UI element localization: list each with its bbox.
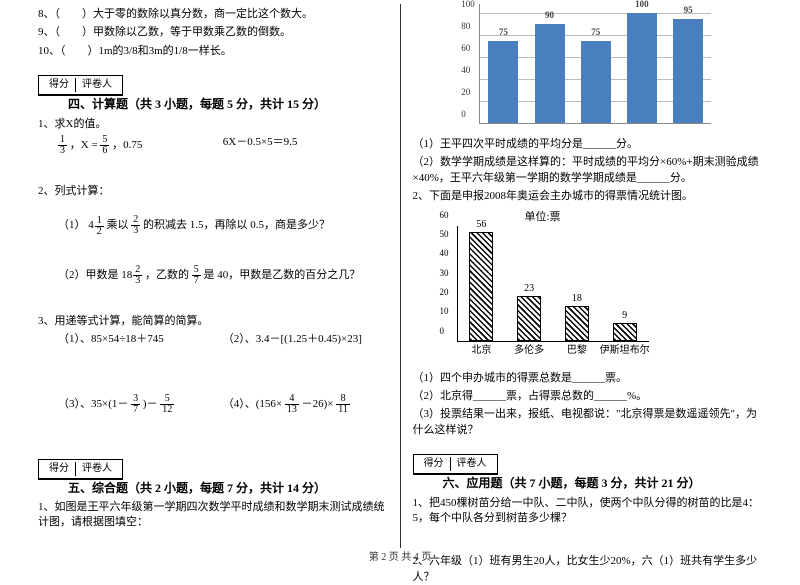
chart2-plot: 56北京23多伦多18巴黎9伊斯坦布尔 0102030405060 [457,226,649,342]
frac-1-3: 13 [58,135,67,156]
chart1-bar: 95 [673,19,703,124]
mixed-18-2-3: 1823 [121,265,142,286]
section5-title: 五、综合题（共 2 小题，每题 7 分，共计 14 分） [68,480,326,497]
s4-q3-1: （1）、85×54÷18＋745 [58,332,223,347]
frac-8-11: 811 [336,394,350,415]
s5-q2-3: （3）投票结果一出来，报纸、电视都说："北京得票是数遥遥领先"，为什么这样说？ [413,407,763,438]
chart1-bar: 90 [535,24,565,123]
bar-chart-votes: 单位:票 56北京 23多伦多 18巴黎 9伊斯坦布尔 0 10 20 30 40 50 60 [433,208,653,358]
s5-q2-2: （2）北京得______票，占得票总数的______%。 [413,389,763,404]
s4-q3-4: （4）、(156× 413 －26)× 811 [223,394,388,415]
q8: 8、（ ）大于零的数除以真分数，商一定比这个数大。 [38,7,388,22]
s5-q2: 2、下面是申报2008年奥运会主办城市的得票情况统计图。 [413,189,763,204]
s4-q3-3: （3）、35×(1－ 37 )－ 512 [58,394,223,415]
section5-header: 得分评卷人 五、综合题（共 2 小题，每题 7 分，共计 14 分） [38,459,388,497]
chart2-title: 单位:票 [433,208,653,224]
s5-q2-1: （1）四个申办城市的得票总数是______票。 [413,371,763,386]
s4-q3: 3、用递等式计算，能简算的简算。 [38,314,388,329]
s4-q1-row: 13 ，X = 56 ，0.75 6X－0.5×5＝9.5 [38,135,388,156]
s4-q2-2: （2）甲数是 1823 ，乙数的 57 是 40，甲数是乙数的百分之几？ [38,265,388,286]
chart2-ylabel: 60 [440,210,449,220]
bar-chart-scores: 02040608010075907510095 [457,4,717,134]
page-footer: 第 2 页 共 4 页 [0,548,800,563]
s4-q2: 2、列式计算： [38,184,388,199]
chart1-ylabel: 60 [461,43,470,53]
s4-q3-row1: （1）、85×54÷18＋745 （2）、3.4－[(1.25＋0.45)×23… [38,332,388,347]
frac-5-12: 512 [160,394,174,415]
chart2-ylabel: 10 [440,306,449,316]
mixed-4-1-2: 412 [88,216,104,237]
s4-q3-row2: （3）、35×(1－ 37 )－ 512 （4）、(156× 413 －26)×… [38,394,388,415]
frac-5-7: 57 [192,265,201,286]
s5-q1-1: （1）王平四次平时成绩的平均分是______分。 [413,137,763,152]
chart1-ylabel: 0 [461,109,466,119]
chart1-bar: 75 [581,41,611,124]
chart1-bar: 100 [627,13,657,123]
chart1-ylabel: 20 [461,87,470,97]
s4-q1a: 13 ，X = 56 ，0.75 [58,135,223,156]
chart2-bar: 56北京 [469,232,493,340]
chart2-ylabel: 40 [440,248,449,258]
frac-4-13: 413 [285,394,299,415]
s6-q1: 1、把450棵树苗分给一中队、二中队，使两个中队分得的树苗的比是4：5，每个中队… [413,496,763,527]
score-box-6: 得分评卷人 [413,454,498,475]
frac-2-3: 23 [131,215,140,236]
score-label: 得分 [43,78,76,92]
s4-q1: 1、求X的值。 [38,117,388,132]
score-box-5: 得分评卷人 [38,459,123,480]
chart2-bar: 18巴黎 [565,306,589,341]
q9: 9、（ ）甲数除以乙数，等于甲数乘乙数的倒数。 [38,25,388,40]
frac-3-7: 37 [131,394,140,415]
section4-header: 得分评卷人 四、计算题（共 3 小题，每题 5 分，共计 15 分） [38,75,388,113]
chart1-ylabel: 80 [461,21,470,31]
score-box: 得分评卷人 [38,75,123,96]
page-container: 8、（ ）大于零的数除以真分数，商一定比这个数大。 9、（ ）甲数除以乙数，等于… [0,0,800,548]
chart1-ylabel: 40 [461,65,470,75]
section6-header: 得分评卷人 六、应用题（共 7 小题，每题 3 分，共计 21 分） [413,454,763,492]
grader-label: 评卷人 [76,78,118,92]
right-column: 02040608010075907510095 （1）王平四次平时成绩的平均分是… [405,4,771,548]
chart2-ylabel: 0 [440,326,445,336]
s4-q2-1: （1） 412 乘以 23 的积减去 1.5，再除以 0.5，商是多少？ [38,215,388,236]
chart2-ylabel: 50 [440,229,449,239]
s4-q1b: 6X－0.5×5＝9.5 [223,135,388,156]
chart2-ylabel: 30 [440,268,449,278]
chart1-bar: 75 [488,41,518,124]
chart2-bar: 23多伦多 [517,296,541,340]
chart1-ylabel: 100 [461,0,475,9]
s5-q1-2: （2）数学学期成绩是这样算的：平时成绩的平均分×60%+期末测验成绩×40%，王… [413,155,763,186]
q10: 10、（ ）1m的3/8和3m的1/8一样长。 [38,44,388,59]
left-column: 8、（ ）大于零的数除以真分数，商一定比这个数大。 9、（ ）甲数除以乙数，等于… [30,4,396,548]
column-divider [400,4,401,548]
s5-q1: 1、如图是王平六年级第一学期四次数学平时成绩和数学期末测试成绩统计图，请根据图填… [38,500,388,531]
section4-title: 四、计算题（共 3 小题，每题 5 分，共计 15 分） [68,96,326,113]
chart2-ylabel: 20 [440,287,449,297]
chart2-bar: 9伊斯坦布尔 [613,323,637,340]
s4-q3-2: （2）、3.4－[(1.25＋0.45)×23] [223,332,388,347]
frac-5-6: 56 [100,135,109,156]
section6-title: 六、应用题（共 7 小题，每题 3 分，共计 21 分） [443,475,701,492]
